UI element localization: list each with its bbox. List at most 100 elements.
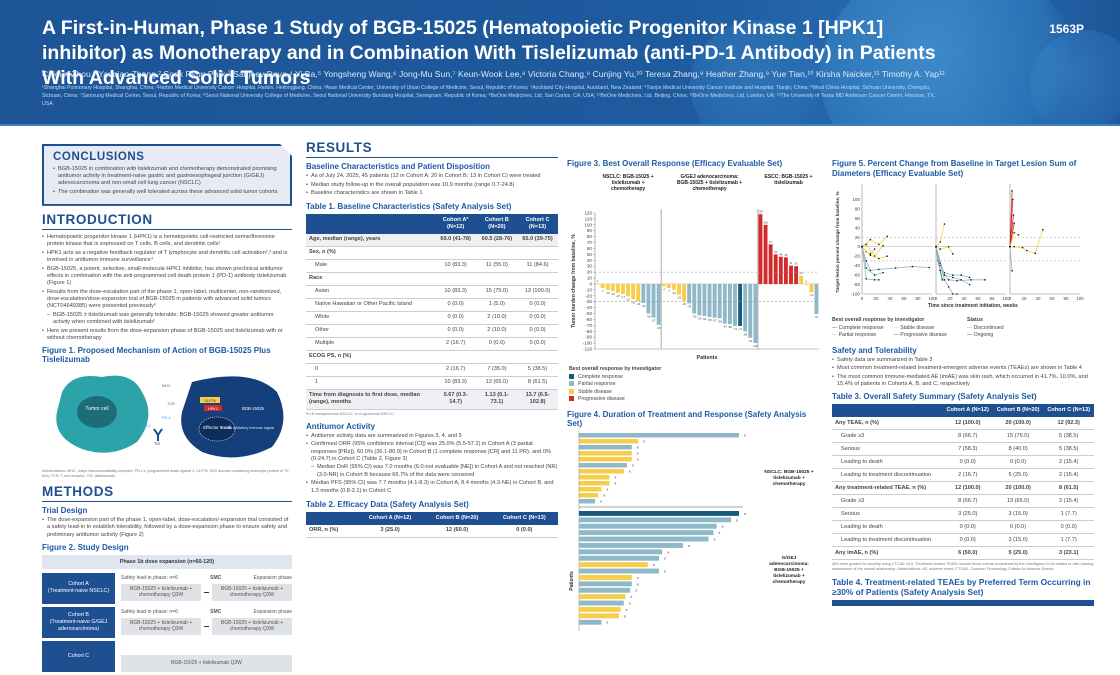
swimmer-bar-ggej <box>579 536 709 541</box>
table-row: Serious 3 (25.0) 3 (15.0) 1 (7.7) <box>832 507 1094 522</box>
table-cell <box>517 246 558 260</box>
bar-value-label: 100 <box>763 220 768 224</box>
spider-point <box>947 245 950 248</box>
table-cell: 8 (61.5) <box>517 376 558 390</box>
table-cell: 1 <box>306 376 435 390</box>
bar-value-label: -15 <box>616 294 620 298</box>
table-cell: 1 (5.0) <box>476 298 518 312</box>
bar-value-label: 1 <box>597 279 599 283</box>
figure1-title: Figure 1. Proposed Mechanism of Action o… <box>42 346 271 365</box>
column-header <box>306 511 357 525</box>
waterfall-bar <box>621 283 625 295</box>
pd-swatch <box>569 396 574 402</box>
table-cell: Other <box>306 324 435 338</box>
swimmer-bar-ggej <box>579 593 626 599</box>
antitumor-bullet: Median PFS (95% CI) was 7.7 months (4.1-… <box>306 480 558 494</box>
table-row: White 0 (0.0) 2 (10.0) 0 (0.0) <box>306 311 558 325</box>
table-row: Male 10 (83.3) 11 (55.0) 11 (84.6) <box>306 259 558 273</box>
bar-value-label: -100 <box>753 344 759 348</box>
table-cell: Asian <box>306 285 435 299</box>
discontinued-marker: x <box>606 619 608 624</box>
table-cell: Male <box>306 259 435 273</box>
intro-bullet: Hematopoietic progenitor kinase 1 (HPK1)… <box>42 234 292 248</box>
y-tick-label: 0 <box>589 281 592 286</box>
figure3-legend-title: Best overall response by investigator <box>569 366 662 372</box>
bar-value-label: -80 <box>743 332 747 336</box>
swimmer-bar-ggej <box>579 555 659 561</box>
legend-item-sd: Stable disease <box>569 389 822 397</box>
waterfall-bar <box>610 283 615 292</box>
column-header: Cohort C (N=13) <box>517 213 558 234</box>
swimmer-bar-nsclc <box>579 456 632 461</box>
table-cell: 8 (40.0) <box>992 442 1044 457</box>
waterfall-bar <box>727 283 732 325</box>
bar-value-label: 31 <box>789 261 793 265</box>
waterfall-bar <box>626 283 631 297</box>
column-1: CONCLUSIONS BGB-15025 in combination wit… <box>0 132 300 675</box>
cohort-a-row: Cohort A (Treatment-naive NSCLC) Safety l… <box>42 572 292 604</box>
table-cell: 20 (100.0) <box>992 417 1044 431</box>
table-cell: 6 (50.0) <box>942 546 993 561</box>
swimmer-bar-nsclc <box>579 492 599 497</box>
column-header: Cohort C (N=13) <box>1043 404 1094 418</box>
bar-value-label: -53 <box>697 316 701 320</box>
waterfall-bar <box>809 283 814 293</box>
y-tick-label: -100 <box>851 292 861 297</box>
table-cell: 0 (0.0) <box>517 298 558 312</box>
spider-point <box>882 244 884 247</box>
table-cell: 0 (0.0) <box>992 520 1044 535</box>
table-cell: 1 (7.7) <box>1043 533 1094 548</box>
waterfall-bar <box>595 283 600 285</box>
y-tick-label: -50 <box>585 311 592 316</box>
discontinued-marker: x <box>600 498 602 503</box>
spider-line <box>1009 199 1014 247</box>
discontinued-marker: x <box>744 510 746 515</box>
lead-in-label: Safety lead-in phase: n=6 <box>121 575 178 582</box>
table-cell: 13 (100.0) <box>517 285 558 299</box>
table-cell: Grade ≥3 <box>832 494 943 509</box>
waterfall-bar <box>666 283 671 289</box>
status-ongoing: — Ongoing <box>966 332 994 338</box>
table-row: ORR, n (%) 3 (25.0) 12 (60.0) 0 (0.0) <box>306 524 558 538</box>
table-cell: Leading to death <box>832 455 943 470</box>
antitumor-bullet: Confirmed ORR (95% confidence interval [… <box>306 441 558 463</box>
figure2-title: Figure 2. Study Design <box>42 542 129 552</box>
discontinued-marker: x <box>714 536 716 541</box>
spider-line <box>1009 223 1015 247</box>
bar-value-label: -32 <box>641 304 645 308</box>
cohort-c-box: Cohort C <box>42 640 115 672</box>
legend-item-cr: — Complete response <box>832 324 884 331</box>
spider-point <box>886 255 888 257</box>
y-tick-label: 90 <box>587 228 593 233</box>
figure5-legend-title: Best overall response by investigator <box>832 317 925 323</box>
bar-value-label: -4 <box>662 287 665 291</box>
table-row: Serious 7 (58.3) 8 (40.0) 5 (38.5) <box>832 442 1094 457</box>
bar-value-label: -17 <box>621 295 625 299</box>
bar-value-label: 0 <box>805 279 807 283</box>
x-tick-label: 60 <box>1050 296 1055 301</box>
bar-value-label: -10 <box>606 291 610 295</box>
table-row: Any imAE, n (%) 6 (50.0) 5 (25.0) 3 (23.1) <box>832 546 1094 561</box>
baseline-heading: Baseline Characteristics and Patient Dis… <box>306 162 491 171</box>
baseline-list: As of July 24, 2025, 45 patients (12 in … <box>306 173 558 198</box>
y-tick-label: -60 <box>585 317 592 322</box>
figure5-title: Figure 5. Percent Change from Baseline i… <box>832 159 1077 178</box>
spider-line <box>861 243 884 257</box>
y-tick-label: -10 <box>585 287 592 292</box>
waterfall-bar <box>722 283 727 324</box>
table-row: Asian 10 (83.3) 15 (75.0) 13 (100.0) <box>306 285 558 299</box>
spider-line <box>935 246 954 255</box>
x-tick-label: 0 <box>935 296 938 301</box>
table-cell: Serious <box>832 442 943 457</box>
table-cell: 7 (58.3) <box>942 442 993 457</box>
panel-title: ESCC: BGB-15025 + <box>764 174 812 180</box>
spider-point <box>952 276 954 279</box>
table-cell: 0 (0.0) <box>942 533 993 548</box>
spider-point <box>861 245 863 248</box>
bar-value-label: -71 <box>738 327 742 331</box>
spider-point <box>939 269 941 272</box>
x-axis-label: Time since treatment initiation, weeks <box>928 303 1018 309</box>
cohort-name: Cohort C <box>67 652 90 659</box>
waterfall-bar <box>671 283 676 290</box>
spider-point <box>865 278 867 280</box>
